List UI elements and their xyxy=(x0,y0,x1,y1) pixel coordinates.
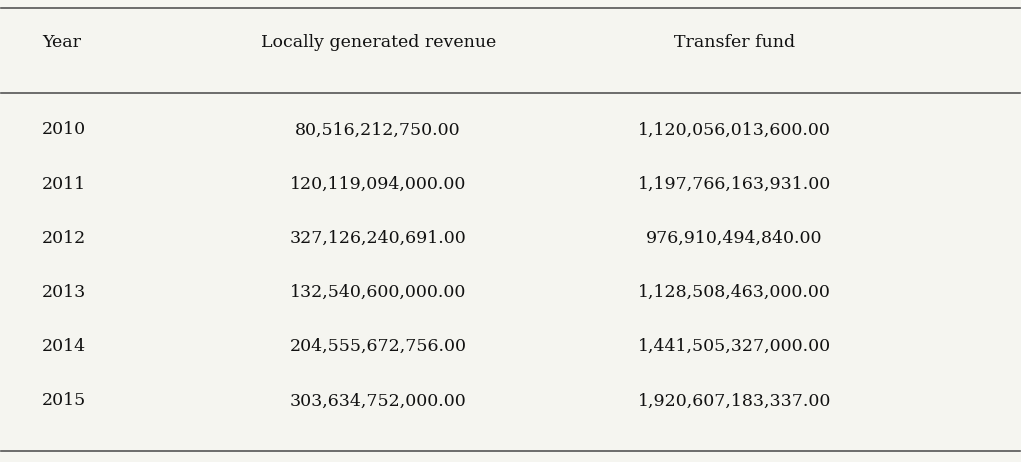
Text: 2013: 2013 xyxy=(42,284,87,301)
Text: 303,634,752,000.00: 303,634,752,000.00 xyxy=(290,392,467,409)
Text: 976,910,494,840.00: 976,910,494,840.00 xyxy=(646,230,823,247)
Text: 1,441,505,327,000.00: 1,441,505,327,000.00 xyxy=(638,338,831,355)
Text: 132,540,600,000.00: 132,540,600,000.00 xyxy=(290,284,467,301)
Text: 2014: 2014 xyxy=(42,338,86,355)
Text: Locally generated revenue: Locally generated revenue xyxy=(260,34,496,51)
Text: 80,516,212,750.00: 80,516,212,750.00 xyxy=(295,122,460,139)
Text: Year: Year xyxy=(42,34,81,51)
Text: 2011: 2011 xyxy=(42,176,86,193)
Text: 2012: 2012 xyxy=(42,230,87,247)
Text: 327,126,240,691.00: 327,126,240,691.00 xyxy=(290,230,467,247)
Text: 1,197,766,163,931.00: 1,197,766,163,931.00 xyxy=(638,176,831,193)
Text: Transfer fund: Transfer fund xyxy=(674,34,795,51)
Text: 1,920,607,183,337.00: 1,920,607,183,337.00 xyxy=(638,392,831,409)
Text: 2010: 2010 xyxy=(42,122,86,139)
Text: 1,128,508,463,000.00: 1,128,508,463,000.00 xyxy=(638,284,831,301)
Text: 204,555,672,756.00: 204,555,672,756.00 xyxy=(290,338,467,355)
Text: 1,120,056,013,600.00: 1,120,056,013,600.00 xyxy=(638,122,831,139)
Text: 2015: 2015 xyxy=(42,392,87,409)
Text: 120,119,094,000.00: 120,119,094,000.00 xyxy=(290,176,467,193)
